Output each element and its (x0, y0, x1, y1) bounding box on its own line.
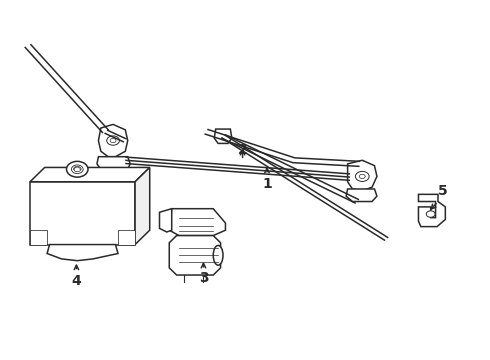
Polygon shape (159, 209, 171, 232)
Text: 4: 4 (72, 274, 81, 288)
Polygon shape (346, 189, 377, 202)
Polygon shape (135, 167, 150, 244)
Circle shape (426, 211, 435, 217)
Polygon shape (30, 230, 47, 244)
Circle shape (110, 138, 116, 143)
Text: 2: 2 (238, 143, 247, 157)
Polygon shape (418, 194, 445, 226)
Polygon shape (47, 244, 118, 261)
Polygon shape (214, 129, 232, 143)
Circle shape (107, 136, 120, 145)
Polygon shape (118, 230, 135, 244)
Polygon shape (169, 209, 225, 235)
Text: 5: 5 (438, 184, 448, 198)
Circle shape (359, 174, 365, 179)
Circle shape (67, 161, 88, 177)
Polygon shape (97, 157, 130, 169)
Text: 3: 3 (198, 271, 208, 285)
Polygon shape (347, 160, 377, 191)
Circle shape (355, 171, 369, 181)
Polygon shape (98, 125, 128, 157)
Polygon shape (30, 167, 150, 182)
Text: 1: 1 (262, 177, 272, 191)
Ellipse shape (213, 246, 223, 265)
Polygon shape (30, 182, 135, 244)
Polygon shape (169, 235, 220, 275)
Circle shape (72, 165, 83, 174)
